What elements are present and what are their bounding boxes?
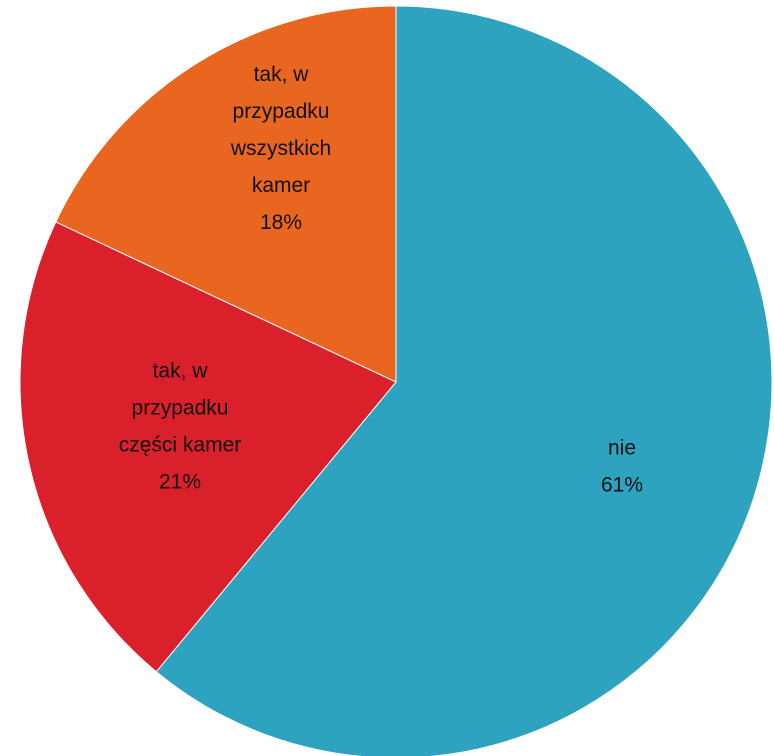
- data-label-line: 18%: [260, 211, 302, 234]
- data-label-czesci: tak, w przypadku części kamer 21%: [119, 360, 242, 494]
- data-label-line: przypadku: [132, 397, 229, 420]
- data-label-line: nie: [608, 437, 636, 460]
- data-label-wszystkich: tak, w przypadku wszystkich kamer 18%: [230, 63, 331, 234]
- data-label-line: części kamer: [119, 434, 242, 457]
- data-label-line: tak, w: [254, 63, 310, 86]
- data-label-line: przypadku: [233, 100, 330, 123]
- data-label-line: 21%: [159, 471, 201, 494]
- data-label-nie: nie 61%: [601, 437, 643, 497]
- pie-labels: nie 61%tak, w przypadku części kamer 21%tak,…: [119, 63, 643, 497]
- pie-slices: [19, 5, 773, 756]
- pie-slice-czesci: [19, 221, 397, 673]
- data-label-line: tak, w: [153, 360, 209, 383]
- data-label-line: kamer: [252, 174, 310, 197]
- data-label-line: wszystkich: [230, 137, 331, 160]
- pie-slice-wszystkich: [55, 5, 397, 383]
- data-label-line: 61%: [601, 474, 643, 497]
